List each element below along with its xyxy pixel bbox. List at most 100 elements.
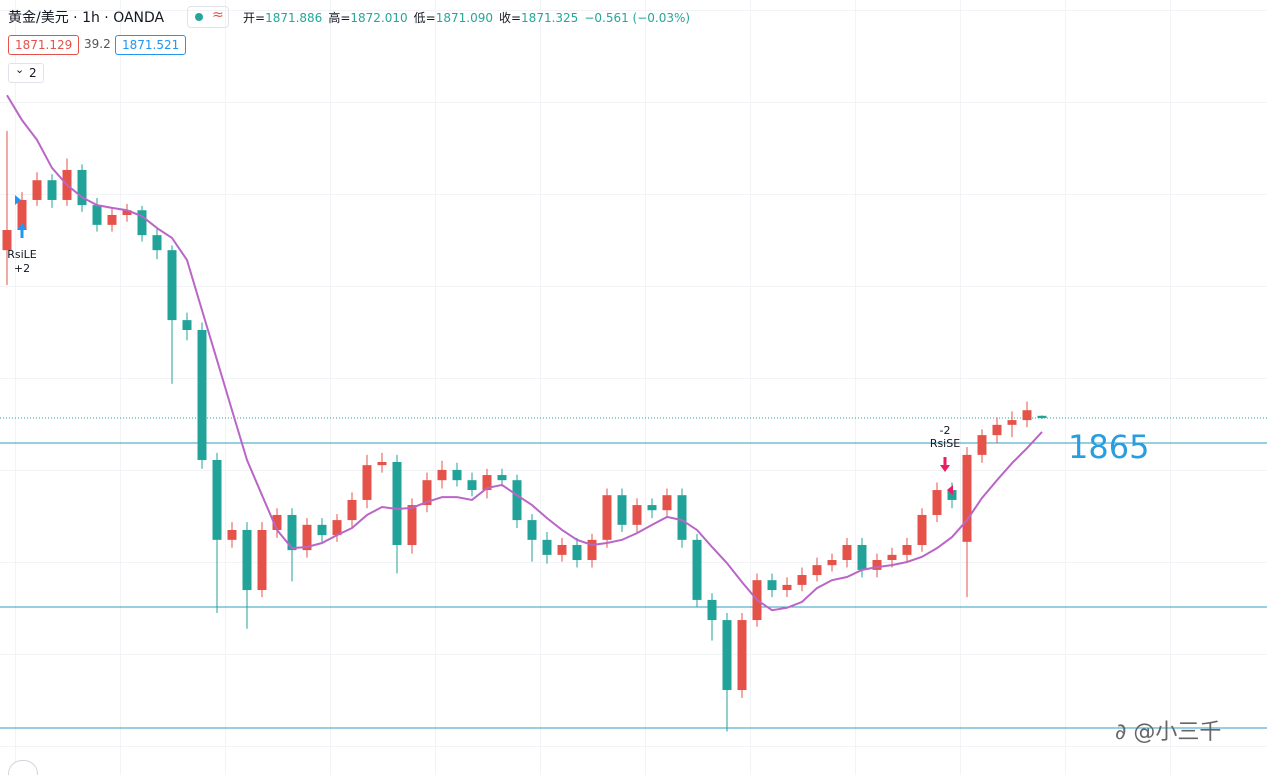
candle-body (287, 514, 297, 551)
candle-body (197, 329, 207, 461)
candle-body (782, 584, 792, 591)
candle-body (857, 544, 867, 570)
buy-signal: RsiLE+2 (7, 195, 37, 275)
candle-body (122, 210, 132, 215)
moving-average (6, 94, 1043, 612)
spread: 39.2 (84, 37, 111, 51)
ohlc-legend: 开=1871.886 高=1872.010 低=1871.090 收=1871.325… (243, 9, 690, 26)
candle-body (842, 544, 852, 561)
candle-body (347, 499, 357, 521)
candle-body (452, 469, 462, 481)
ohlc-key: 低= (413, 11, 436, 25)
candle-body (707, 599, 717, 621)
candle-body (482, 475, 492, 491)
candle-body (902, 544, 912, 555)
candle-body (77, 169, 87, 206)
watermark: ∂ @小三千 (1115, 720, 1222, 745)
candle-body (17, 199, 27, 231)
signal-qty: +2 (14, 262, 30, 275)
signal-marker (947, 485, 953, 495)
candle-body (917, 514, 927, 545)
ask-price[interactable]: 1871.521 (115, 35, 187, 55)
candle-body (422, 480, 432, 506)
candle-body (677, 495, 687, 540)
signal-arrow (940, 457, 950, 472)
candle-body (167, 250, 177, 321)
candle-body (797, 575, 807, 585)
ohlc-value: 1871.886 (265, 11, 323, 25)
candle-body (1022, 410, 1032, 421)
candle-body (767, 580, 777, 591)
candle-body (317, 524, 327, 536)
bid-price[interactable]: 1871.129 (8, 35, 80, 55)
candle-body (467, 480, 477, 491)
candle-body (227, 529, 237, 540)
candle-body (497, 475, 507, 481)
candle-body (212, 460, 222, 540)
candle-body (182, 320, 192, 330)
indicator-toggle[interactable]: ⌄ 2 (8, 63, 44, 83)
candle-body (242, 529, 252, 591)
candle-body (152, 235, 162, 251)
candle-body (32, 180, 42, 200)
signal-marker (15, 195, 21, 205)
candle-body (302, 524, 312, 551)
candle-body (887, 554, 897, 561)
ohlc-value: 1871.325 (521, 11, 579, 25)
candle-body (647, 505, 657, 511)
watermark-text: @小三千 (1133, 720, 1222, 745)
candle-body (137, 210, 147, 236)
candle-body (92, 205, 102, 225)
candle-body (932, 490, 942, 515)
indicator-count: 2 (29, 66, 37, 80)
candle-body (512, 480, 522, 521)
candle-body (107, 214, 117, 225)
candle-body (272, 514, 282, 530)
candle-body (872, 560, 882, 570)
candle-body (47, 180, 57, 200)
signal-arrow (17, 223, 27, 238)
candle-body (977, 435, 987, 455)
candle-body (257, 529, 267, 591)
candle-body (692, 539, 702, 600)
signal-name: RsiSE (930, 437, 960, 450)
candle-body (587, 539, 597, 561)
candle-body (557, 544, 567, 555)
candle-body (377, 461, 387, 466)
candle-body (1007, 420, 1017, 425)
candle-body (407, 505, 417, 545)
candle-body (617, 495, 627, 525)
candle-body (632, 505, 642, 525)
candle-body (332, 520, 342, 536)
status-icons[interactable]: ≈ (187, 6, 229, 28)
candle-body (602, 495, 612, 540)
ohlc-key: 收= (498, 11, 522, 25)
candle-body (947, 490, 957, 500)
ohlc-value: 1871.090 (435, 11, 493, 25)
level-label: 1865 (1068, 428, 1149, 466)
candle-body (662, 495, 672, 511)
candle-body (437, 469, 447, 481)
candle-body (542, 539, 552, 555)
candle-body (812, 565, 822, 576)
symbol: 黄金/美元 · 1h · OANDA (8, 10, 165, 26)
ohlc-key: 开= (243, 11, 266, 25)
candle-body (2, 230, 12, 251)
candle-body (362, 465, 372, 500)
signal-qty: -2 (940, 424, 951, 437)
price-change: −0.561 (−0.03%) (584, 11, 691, 25)
candle-body (572, 544, 582, 561)
candle-body (1037, 415, 1047, 419)
candle-body (962, 454, 972, 542)
candle-body (827, 560, 837, 566)
candle-body (992, 424, 1002, 436)
candle-body (527, 520, 537, 540)
ohlc-key: 高= (328, 11, 351, 25)
ohlc-value: 1872.010 (350, 11, 408, 25)
candle-body (737, 620, 747, 691)
candle-body (392, 461, 402, 545)
candle-body (722, 620, 732, 691)
